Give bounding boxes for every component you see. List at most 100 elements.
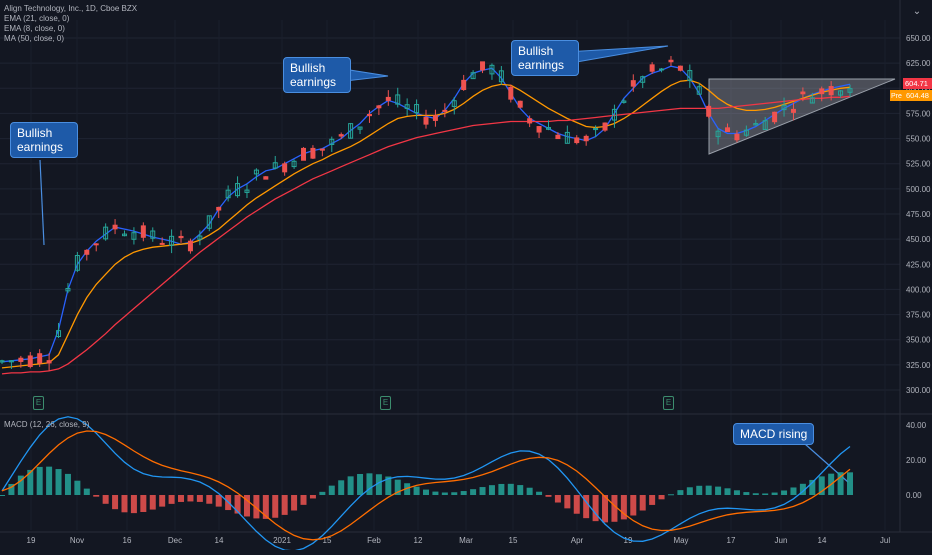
candle (790, 108, 796, 113)
candle (630, 80, 636, 87)
x-tick-label: Jun (775, 536, 788, 545)
macd-histogram-bar (781, 490, 788, 495)
macd-histogram-bar (64, 473, 71, 495)
macd-histogram-bar (404, 483, 411, 495)
macd-histogram-bar (705, 485, 712, 495)
y-tick-label: 350.00 (906, 336, 931, 345)
candle (715, 130, 721, 138)
macd-legend[interactable]: MACD (12, 26, close, 9) (4, 420, 90, 429)
macd-y-tick-label: 0.00 (906, 491, 922, 500)
legend-ema21[interactable]: EMA (21, close, 0) (4, 14, 70, 23)
macd-histogram-bar (602, 495, 609, 523)
candle (329, 138, 335, 145)
macd-histogram-bar (771, 492, 778, 495)
x-tick-label: Jul (880, 536, 890, 545)
candle (800, 91, 806, 95)
callout-text: MACD rising (740, 427, 808, 441)
macd-histogram-bar (74, 480, 81, 495)
candle (498, 70, 504, 83)
candle (640, 76, 646, 83)
macd-histogram-bar (649, 495, 656, 505)
candle (668, 59, 674, 63)
macd-histogram-bar (253, 495, 260, 519)
candle (121, 233, 127, 237)
candle (414, 104, 420, 114)
y-tick-label: 500.00 (906, 185, 931, 194)
candle (37, 353, 43, 364)
macd-histogram-bar (507, 483, 514, 495)
candle (461, 79, 467, 91)
macd-histogram-bar (347, 476, 354, 495)
ascending-triangle (708, 78, 896, 155)
earnings-marker-icon[interactable]: E (663, 396, 674, 410)
collapse-chevron-icon[interactable]: ⌄ (912, 6, 922, 17)
candle (649, 64, 655, 72)
macd-histogram-bar (667, 494, 674, 496)
candle (442, 109, 448, 112)
macd-histogram-bar (262, 495, 269, 519)
macd-histogram-bar (790, 487, 797, 495)
macd-histogram-bar (36, 466, 43, 495)
macd-histogram-bar (818, 476, 825, 495)
candle (338, 134, 344, 137)
prev-price-tag (890, 90, 932, 101)
earnings-marker-icon[interactable]: E (380, 396, 391, 410)
macd-histogram-bar (27, 469, 34, 495)
legend-ma50[interactable]: MA (50, close, 0) (4, 34, 65, 43)
macd-histogram-bar (215, 495, 222, 507)
candle (480, 61, 486, 71)
earnings-marker-icon[interactable]: E (33, 396, 44, 410)
x-tick-label: Nov (70, 536, 84, 545)
candle (348, 123, 354, 139)
macd-histogram-bar (536, 491, 543, 495)
x-tick-label: 19 (27, 536, 36, 545)
candle (131, 232, 137, 240)
candle (310, 147, 316, 159)
symbol-title[interactable]: Align Technology, Inc., 1D, Cboe BZX (4, 4, 138, 13)
candle (602, 122, 608, 131)
candle (743, 129, 749, 136)
candle (423, 117, 429, 125)
macd-histogram-bar (517, 485, 524, 495)
macd-histogram-bar (8, 483, 15, 495)
macd-histogram-bar (196, 495, 203, 502)
candle (725, 127, 731, 132)
candle (809, 97, 815, 104)
macd-histogram-bar (630, 495, 637, 516)
candle (272, 162, 278, 169)
macd-histogram-bar (130, 495, 137, 514)
legend-ema8[interactable]: EMA (8, close, 0) (4, 24, 65, 33)
y-tick-label: 325.00 (906, 361, 931, 370)
macd-histogram-bar (291, 495, 298, 511)
macd-histogram-bar (847, 472, 853, 495)
candle (385, 96, 391, 101)
candle (828, 86, 834, 96)
callout-macd-rising: MACD rising (733, 423, 815, 445)
candle (84, 249, 90, 255)
macd-histogram-bar (554, 495, 561, 503)
x-tick-label: 12 (414, 536, 423, 545)
callout-bullish-earnings-3: Bullish earnings (511, 40, 579, 76)
candle (112, 224, 118, 230)
macd-histogram-bar (837, 472, 844, 495)
macd-histogram-bar (319, 491, 326, 495)
x-tick-label: Feb (367, 536, 381, 545)
candle (235, 183, 241, 197)
candle (781, 104, 787, 111)
macd-histogram-bar (121, 495, 128, 513)
callout-pointer (39, 159, 45, 246)
macd-histogram-bar (281, 495, 288, 515)
candle (593, 127, 599, 131)
x-tick-label: 17 (727, 536, 736, 545)
callout-text: Bullish earnings (17, 126, 64, 154)
y-tick-label: 300.00 (906, 386, 931, 395)
macd-histogram-bar (140, 495, 147, 512)
macd-histogram-bar (658, 495, 665, 500)
candle (621, 100, 627, 103)
candle (93, 243, 99, 246)
candle (301, 147, 307, 161)
macd-histogram-bar (102, 495, 109, 504)
y-tick-label: 625.00 (906, 59, 931, 68)
